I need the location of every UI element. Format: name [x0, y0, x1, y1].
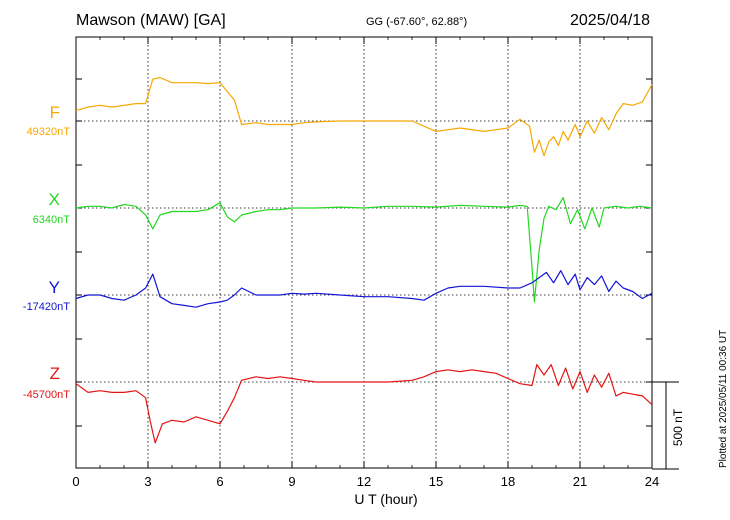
x-tick-label: 24: [645, 474, 659, 489]
trace-f: [75, 76, 653, 157]
trace-y: [75, 270, 653, 308]
x-tick-label: 15: [429, 474, 443, 489]
channel-x-label: X: [48, 190, 60, 209]
channel-z-baseline: -45700nT: [22, 389, 70, 401]
x-tick-label: 6: [216, 474, 223, 489]
x-tick-label: 12: [357, 474, 371, 489]
plotted-timestamp: Plotted at 2025/05/11 00:36 UT: [718, 329, 729, 468]
channel-f-baseline: 49320nT: [26, 126, 70, 138]
x-tick-label: 18: [501, 474, 515, 489]
plot-date: 2025/04/18: [570, 12, 651, 29]
channel-y-label: Y: [48, 278, 60, 297]
station-title: Mawson (MAW) [GA]: [76, 12, 226, 29]
trace-z: [75, 364, 653, 444]
x-tick-label: 9: [288, 474, 295, 489]
channel-f-label: F: [49, 103, 60, 122]
channel-y-baseline: -17420nT: [22, 301, 70, 313]
x-tick-label: 3: [144, 474, 151, 489]
scale-bar-label: 500 nT: [671, 408, 685, 446]
channel-z-label: Z: [49, 364, 60, 383]
trace-x: [75, 197, 653, 303]
x-tick-label: 21: [573, 474, 587, 489]
x-axis-label: U T (hour): [354, 491, 418, 507]
geographic-coordinates: GG (-67.60°, 62.88°): [366, 16, 468, 28]
x-tick-label: 0: [72, 474, 79, 489]
channel-x-baseline: 6340nT: [32, 214, 70, 226]
